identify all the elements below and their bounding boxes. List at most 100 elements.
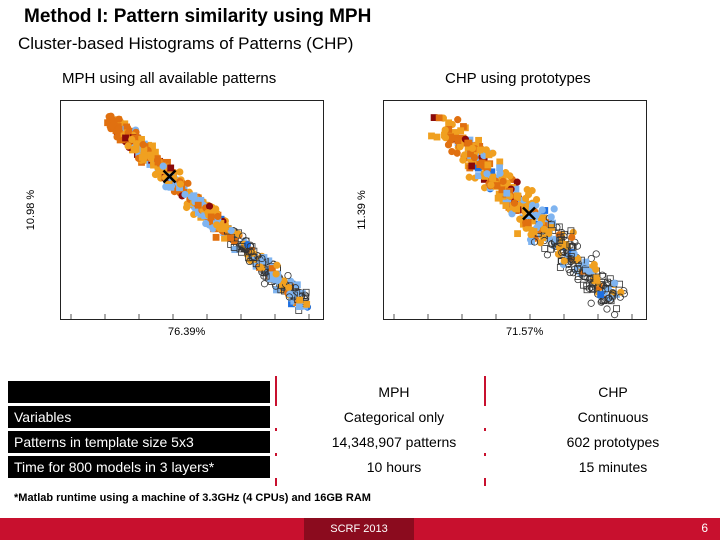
scatter-point xyxy=(547,213,555,221)
scatter-point xyxy=(441,134,450,142)
scatter-square xyxy=(567,253,575,260)
scatter-square xyxy=(464,139,472,147)
scatter-square xyxy=(262,272,270,280)
scatter-square xyxy=(582,258,590,266)
page-number: 6 xyxy=(701,521,708,535)
scatter-point xyxy=(247,248,255,256)
scatter-point xyxy=(456,143,464,151)
scatter-square xyxy=(231,246,239,254)
scatter-square xyxy=(123,123,130,131)
scatter-square xyxy=(484,161,492,169)
scatter-square xyxy=(468,162,476,170)
scatter-point xyxy=(536,239,545,247)
scatter-square xyxy=(115,125,123,133)
scatter-point xyxy=(459,156,467,164)
scatter-square xyxy=(493,182,501,189)
scatter-point xyxy=(291,284,300,292)
scatter-square xyxy=(514,230,521,238)
scatter-square xyxy=(574,265,582,272)
scatter-square xyxy=(252,260,260,268)
scatter-point xyxy=(604,294,612,303)
scatter-square xyxy=(574,273,582,280)
scatter-point xyxy=(465,173,473,181)
scatter-point xyxy=(611,279,619,287)
cell-chp-patterns: 602 prototypes xyxy=(517,431,708,453)
scatter-square xyxy=(212,233,220,241)
scatter-point xyxy=(124,142,132,150)
scatter-square xyxy=(489,173,496,181)
scatter-square xyxy=(435,114,443,122)
scatter-point xyxy=(176,168,184,176)
scatter-point xyxy=(244,248,252,256)
scatter-point xyxy=(532,211,540,219)
scatter-point xyxy=(611,311,619,319)
scatter-point xyxy=(573,242,582,250)
right-plot-ylabel: 11.39 % xyxy=(355,190,368,230)
row-label-patterns: Patterns in template size 5x3 xyxy=(8,431,270,453)
scatter-point xyxy=(585,267,593,275)
scatter-point xyxy=(139,141,147,149)
scatter-point xyxy=(550,205,558,213)
scatter-square xyxy=(303,300,311,308)
scatter-point xyxy=(258,254,266,263)
scatter-point xyxy=(506,172,514,180)
scatter-point xyxy=(454,116,462,124)
scatter-square xyxy=(167,164,175,172)
scatter-square xyxy=(433,133,441,141)
scatter-point xyxy=(260,280,269,288)
slide-title: Method I: Pattern similarity using MPH xyxy=(24,6,372,27)
scatter-point xyxy=(496,169,504,177)
scatter-square xyxy=(454,137,462,144)
cell-chp-time: 15 minutes xyxy=(517,456,708,478)
scatter-point xyxy=(587,299,595,307)
table-header-blank xyxy=(8,381,270,403)
scatter-square xyxy=(547,221,555,229)
scatter-point xyxy=(558,249,566,257)
row-label-variables: Variables xyxy=(8,406,270,428)
scatter-square xyxy=(541,245,549,252)
scatter-point xyxy=(448,147,456,156)
scatter-square xyxy=(556,237,564,244)
left-plot-title: MPH using all available patterns xyxy=(62,70,277,87)
scatter-point xyxy=(585,284,593,293)
table-header-mph: MPH xyxy=(378,384,410,400)
right-plot-xlabel: 71.57% xyxy=(506,326,544,338)
scatter-point xyxy=(540,225,548,233)
left-scatter-svg xyxy=(70,112,312,319)
scatter-square xyxy=(503,189,511,197)
scatter-square xyxy=(597,291,605,298)
scatter-point xyxy=(227,226,235,235)
left-plot-ylabel: 10.98 % xyxy=(25,189,38,231)
scatter-point xyxy=(489,149,497,157)
cell-mph-patterns: 14,348,907 patterns xyxy=(270,431,518,453)
scatter-point xyxy=(245,257,254,266)
scatter-point xyxy=(587,254,595,263)
scatter-square xyxy=(238,243,246,250)
scatter-point xyxy=(568,233,576,242)
scatter-point xyxy=(285,283,293,292)
scatter-square xyxy=(476,161,484,169)
scatter-point xyxy=(183,203,191,212)
scatter-square xyxy=(147,151,155,159)
scatter-point xyxy=(569,269,577,277)
left-scatter-plot xyxy=(60,100,324,320)
scatter-square xyxy=(602,285,609,293)
scatter-square xyxy=(428,132,435,140)
scatter-point xyxy=(522,194,530,203)
scatter-point xyxy=(516,215,524,223)
scatter-point xyxy=(547,240,555,248)
scatter-point xyxy=(606,296,614,304)
scatter-square xyxy=(608,292,616,300)
scatter-point xyxy=(205,202,214,210)
footer-conference: SCRF 2013 xyxy=(304,518,414,540)
scatter-point xyxy=(159,162,167,170)
scatter-point xyxy=(202,219,210,228)
centroid-cross-mark xyxy=(162,169,177,184)
right-plot-title: CHP using prototypes xyxy=(445,70,591,87)
scatter-square xyxy=(138,154,146,161)
scatter-square xyxy=(457,127,465,135)
scatter-point xyxy=(538,206,546,214)
scatter-point xyxy=(181,190,189,199)
scatter-point xyxy=(528,187,536,195)
scatter-point xyxy=(273,276,282,285)
